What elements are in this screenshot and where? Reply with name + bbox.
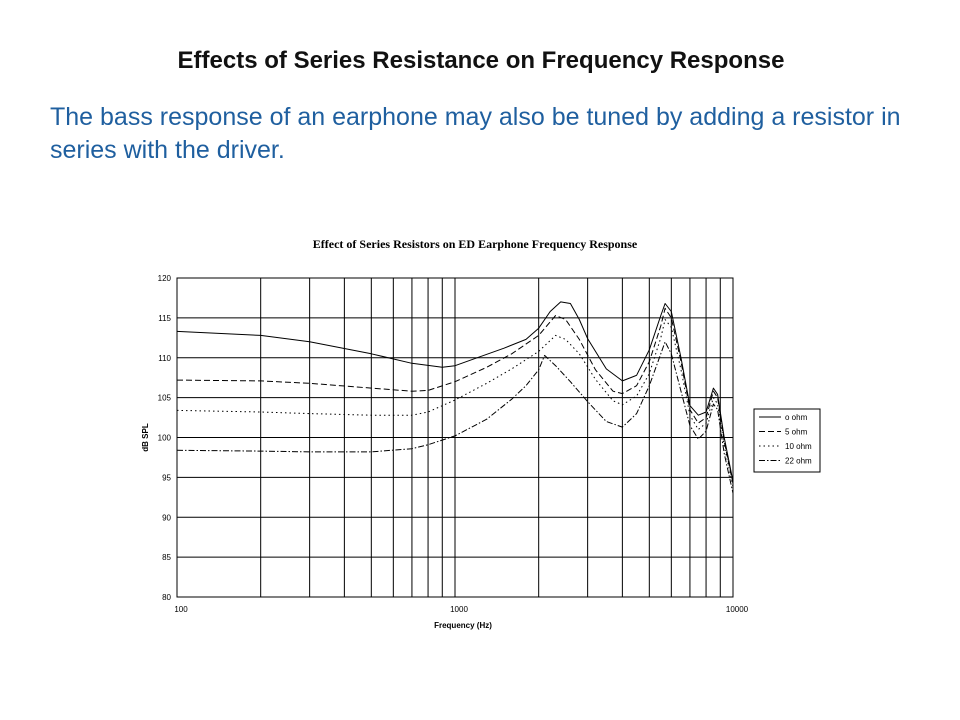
y-tick-label: 115	[158, 314, 171, 323]
series-line-4	[176, 341, 734, 494]
y-tick-label: 95	[162, 473, 171, 482]
y-axis-title: dB SPL	[141, 423, 150, 452]
series-layer	[176, 301, 734, 494]
x-tick-label: 10000	[726, 605, 749, 614]
x-tick-labels: 100 1000 10000	[174, 605, 748, 614]
y-tick-label: 80	[162, 593, 171, 602]
grid-layer	[177, 278, 733, 597]
y-tick-label: 85	[162, 553, 171, 562]
y-tick-label: 100	[158, 434, 172, 443]
y-tick-label: 90	[162, 513, 171, 522]
y-tick-labels: 80 85 90 95 100 105 110 115 120	[158, 274, 172, 602]
slide-title: Effects of Series Resistance on Frequenc…	[177, 47, 785, 74]
x-axis-title: Frequency (Hz)	[434, 621, 492, 630]
legend-label: 5 ohm	[785, 428, 808, 437]
y-tick-label: 120	[158, 274, 172, 283]
plot-frame	[176, 277, 734, 598]
chart-title: Effect of Series Resistors on ED Earphon…	[313, 237, 638, 251]
legend-label: 10 ohm	[785, 442, 812, 451]
x-tick-label: 1000	[450, 605, 468, 614]
legend-box	[753, 408, 821, 473]
legend: o ohm 5 ohm 10 ohm 22 ohm	[753, 408, 821, 473]
y-tick-label: 110	[158, 354, 171, 363]
legend-label: o ohm	[785, 413, 808, 422]
body-text: The bass response of an earphone may als…	[50, 103, 901, 164]
legend-label: 22 ohm	[785, 457, 812, 466]
series-line-1	[176, 301, 734, 482]
series-line-2	[176, 307, 734, 484]
x-tick-label: 100	[174, 605, 188, 614]
y-tick-label: 105	[158, 394, 172, 403]
